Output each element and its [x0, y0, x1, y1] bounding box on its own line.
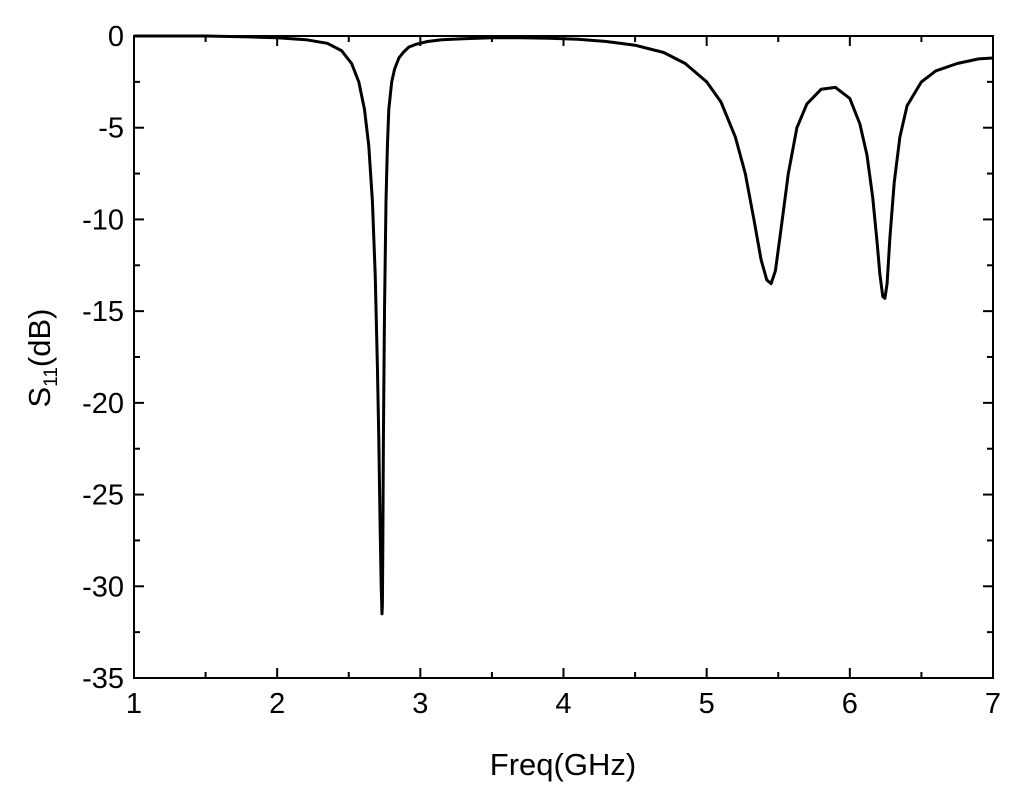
- series-line-0: [134, 34, 994, 616]
- plot-frame: [133, 35, 994, 679]
- y-tick-label--5: -5: [98, 113, 124, 145]
- y-tick-label-0: 0: [108, 21, 124, 53]
- x-tick-label-7: 7: [985, 688, 1001, 720]
- y-axis-title: S11(dB): [22, 309, 62, 408]
- x-tick-label-4: 4: [555, 688, 571, 720]
- x-tick-label-1: 1: [126, 688, 142, 720]
- y-tick-label--35: -35: [82, 663, 124, 695]
- y-tick-labels: 0 -5 -10 -15 -20 -25 -30 -35: [82, 21, 124, 695]
- y-tick-label--25: -25: [82, 480, 124, 512]
- y-tick-label--20: -20: [82, 388, 124, 420]
- x-tick-label-5: 5: [699, 688, 715, 720]
- y-tick-label--30: -30: [82, 571, 124, 603]
- x-tick-label-6: 6: [842, 688, 858, 720]
- y-axis-title-main: S: [22, 387, 57, 408]
- x-tick-label-2: 2: [269, 688, 285, 720]
- y-axis-title-unit: (dB): [22, 309, 57, 368]
- x-tick-labels: 1 2 3 4 5 6 7: [126, 688, 1001, 720]
- axis-ticks: [133, 35, 994, 679]
- x-axis-title: Freq(GHz): [490, 747, 636, 782]
- y-tick-label--15: -15: [82, 296, 124, 328]
- x-tick-label-3: 3: [412, 688, 428, 720]
- y-axis-title-subscript: 11: [41, 367, 62, 387]
- plot-area: [133, 34, 994, 679]
- y-tick-label--10: -10: [82, 204, 124, 236]
